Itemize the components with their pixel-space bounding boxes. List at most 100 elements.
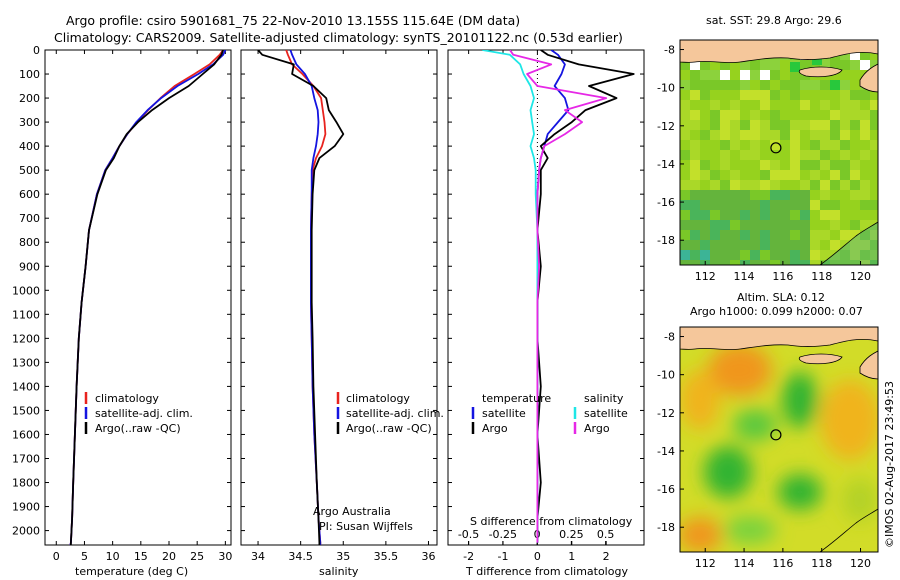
sst-cell	[700, 240, 711, 251]
sst-cell	[770, 90, 781, 101]
sst-cell-warm	[790, 62, 800, 72]
sst-cell	[860, 220, 871, 231]
sst-map-frame	[679, 39, 879, 266]
sst-cell	[690, 70, 701, 81]
salinity-xlabel: salinity	[319, 565, 359, 578]
depth-tick-label: 1600	[12, 428, 40, 441]
sst-cell	[730, 250, 741, 261]
sst-cell	[740, 80, 751, 91]
sst-cell	[850, 120, 861, 131]
sst-cell	[820, 180, 831, 191]
sst-cell	[750, 170, 761, 181]
legend-label-climatology: climatology	[346, 392, 410, 405]
x-tick-label: -2	[463, 550, 474, 563]
plot-frame	[447, 49, 645, 546]
sst-cell	[730, 90, 741, 101]
sst-cell	[850, 170, 861, 181]
sst-cell	[700, 100, 711, 111]
sst-cell	[710, 180, 721, 191]
sst-cell	[830, 90, 841, 101]
sst-cell	[820, 230, 831, 241]
sst-cell	[820, 140, 831, 151]
x-tick-label: 1	[568, 550, 575, 563]
sst-cell	[870, 240, 878, 251]
sst-cell	[770, 250, 781, 261]
sst-cell	[850, 220, 861, 231]
land-timor-2	[859, 350, 878, 380]
sst-cell	[870, 120, 878, 131]
sst-cell	[750, 70, 761, 81]
sst-cell	[860, 250, 871, 261]
salinity-panel: 34 34.5 35 35.5 36 climatology satellite-adj…	[240, 49, 444, 578]
sst-cell	[740, 260, 751, 265]
coastline-australia	[819, 221, 878, 265]
sst-cell	[840, 150, 851, 161]
sst-cell	[850, 70, 861, 81]
sst-cell	[780, 240, 791, 251]
sst-cell	[790, 240, 801, 251]
sst-cell	[690, 200, 701, 211]
sst-cell	[810, 120, 821, 131]
sst-cell	[800, 130, 811, 141]
sst-cell	[870, 150, 878, 161]
sst-cell	[720, 180, 731, 191]
sst-cell	[850, 160, 861, 171]
sst-cell	[840, 70, 851, 81]
sst-cell	[740, 150, 751, 161]
sst-cell	[760, 90, 771, 101]
sst-cell	[680, 110, 691, 121]
sst-cell	[680, 150, 691, 161]
t-diff-xlabel: T difference from climatology	[465, 565, 628, 578]
sst-cell	[740, 220, 751, 231]
sst-cell	[790, 120, 801, 131]
depth-tick-label: 500	[19, 164, 40, 177]
sst-cell	[760, 210, 771, 221]
depth-tick-label: 1300	[12, 356, 40, 369]
sst-cell	[710, 130, 721, 141]
sst-missing-cell	[850, 50, 860, 60]
sst-cell	[680, 100, 691, 111]
sst-cell	[810, 250, 821, 261]
sst-cell	[680, 70, 691, 81]
sst-cell	[840, 160, 851, 171]
sst-cell	[800, 200, 811, 211]
sst-cell	[840, 260, 851, 265]
x-tick-label: 34.5	[288, 550, 313, 563]
sst-cell	[840, 170, 851, 181]
sst-cell	[680, 60, 691, 71]
legend-label-satellite: satellite-adj. clim.	[346, 407, 444, 420]
sst-cell	[820, 100, 831, 111]
depth-tick-label: 1500	[12, 404, 40, 417]
sst-cell	[840, 120, 851, 131]
sst-cell	[860, 180, 871, 191]
sst-cell	[740, 190, 751, 201]
sst-cell	[700, 160, 711, 171]
sst-cell	[850, 180, 861, 191]
map-x-tick-label: 116	[772, 557, 793, 570]
s-tick-label: 0.25	[559, 528, 584, 541]
sst-cell	[870, 200, 878, 211]
x-tick-label: 35.5	[374, 550, 399, 563]
sst-cell	[860, 130, 871, 141]
sst-cell	[700, 80, 711, 91]
sst-cell	[700, 200, 711, 211]
sst-cell	[750, 100, 761, 111]
legend-label-argo: Argo(..raw -QC)	[346, 422, 432, 435]
sst-cell	[860, 210, 871, 221]
salinity-legend: climatology satellite-adj. clim. Argo(..…	[336, 392, 444, 435]
sst-cell	[870, 190, 878, 201]
sst-map-title: sat. SST: 29.8 Argo: 29.6	[706, 14, 842, 27]
sst-cell	[850, 260, 861, 265]
sst-cell	[830, 170, 841, 181]
series-line-satellite	[69, 50, 227, 545]
sst-cell	[770, 190, 781, 201]
depth-tick-label: 400	[19, 140, 40, 153]
sst-cell	[690, 230, 701, 241]
sst-cell	[780, 160, 791, 171]
figure-title-line1: Argo profile: csiro 5901681_75 22-Nov-20…	[66, 13, 520, 28]
sst-cell	[710, 230, 721, 241]
sst-cell	[790, 150, 801, 161]
sst-cell	[730, 190, 741, 201]
sst-cell	[810, 210, 821, 221]
